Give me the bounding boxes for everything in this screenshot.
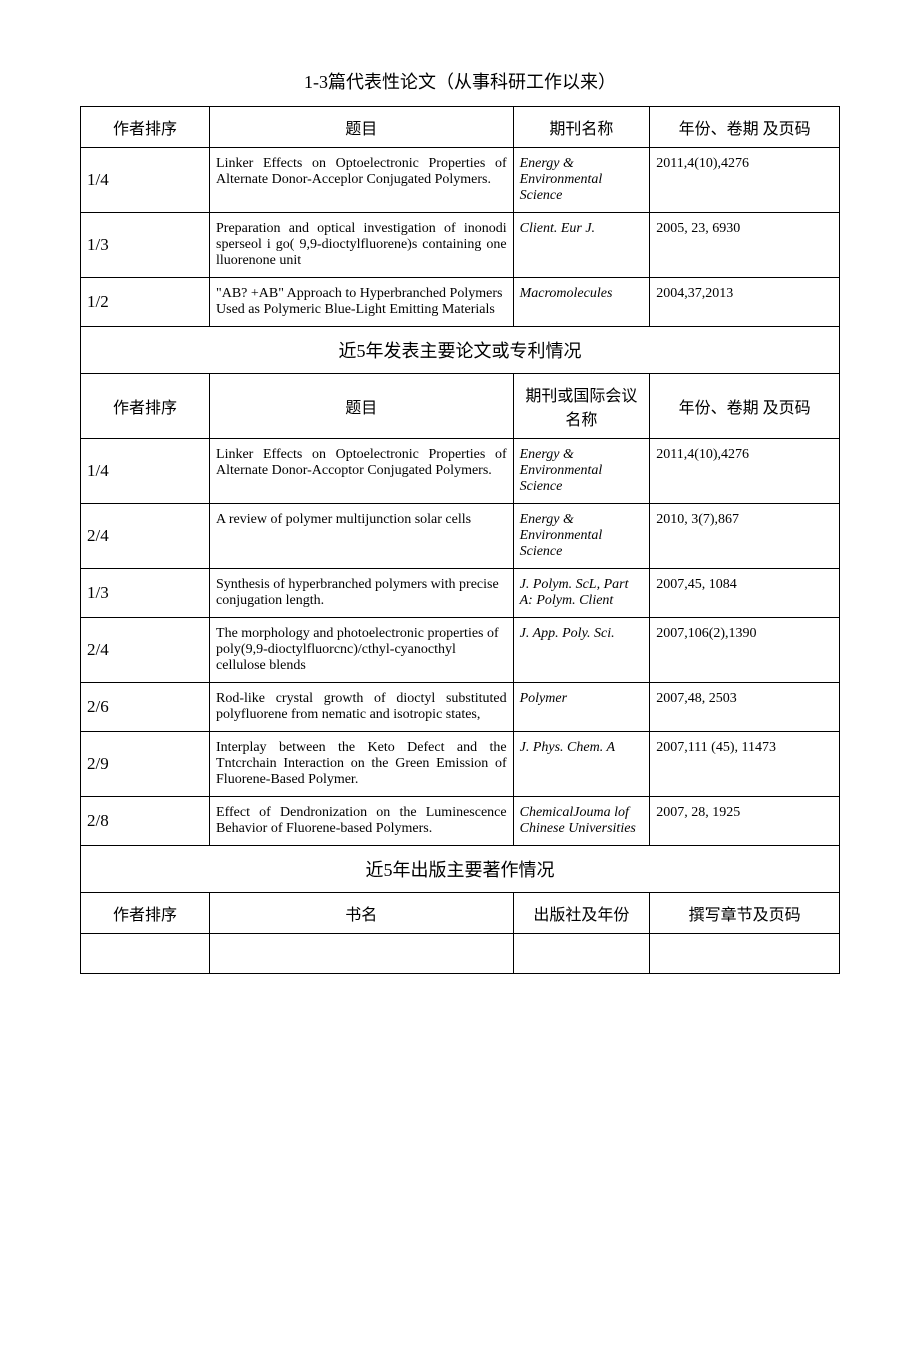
cell-title: Effect of Dendronization on the Luminesc… <box>210 797 514 846</box>
cell-order: 1/4 <box>81 148 210 213</box>
cell-year: 2011,4(10),4276 <box>650 148 840 213</box>
section3-title: 近5年出版主要著作情况 <box>81 846 840 893</box>
table-row: 2/9 Interplay between the Keto Defect an… <box>81 732 840 797</box>
cell-title: "AB? +AB" Approach to Hyperbranched Poly… <box>210 278 514 327</box>
section1-title: 1-3篇代表性论文（从事科研工作以来） <box>80 68 840 94</box>
header-journal: 期刊名称 <box>513 107 650 148</box>
header-order: 作者排序 <box>81 374 210 439</box>
empty-row <box>81 934 840 974</box>
header-title: 题目 <box>210 374 514 439</box>
cell-pages <box>650 934 840 974</box>
table-row: 1/4 Linker Effects on Optoelectronic Pro… <box>81 439 840 504</box>
cell-publisher <box>513 934 650 974</box>
cell-title: Interplay between the Keto Defect and th… <box>210 732 514 797</box>
table-row: 2/8 Effect of Dendronization on the Lumi… <box>81 797 840 846</box>
header-order: 作者排序 <box>81 893 210 934</box>
cell-year: 2011,4(10),4276 <box>650 439 840 504</box>
cell-order: 2/4 <box>81 504 210 569</box>
section2-title-row: 近5年发表主要论文或专利情况 <box>81 327 840 374</box>
table-row: 2/4 A review of polymer multijunction so… <box>81 504 840 569</box>
cell-year: 2007,106(2),1390 <box>650 618 840 683</box>
cell-journal: Macromolecules <box>513 278 650 327</box>
cell-journal: ChemicalJouma lof Chinese Universities <box>513 797 650 846</box>
header-publisher: 出版社及年份 <box>513 893 650 934</box>
cell-year: 2005, 23, 6930 <box>650 213 840 278</box>
header-journal: 期刊或国际会议名称 <box>513 374 650 439</box>
header-year: 年份、卷期 及页码 <box>650 107 840 148</box>
cell-year: 2007, 28, 1925 <box>650 797 840 846</box>
cell-year: 2010, 3(7),867 <box>650 504 840 569</box>
cell-year: 2004,37,2013 <box>650 278 840 327</box>
cell-journal: Energy & Environmental Science <box>513 148 650 213</box>
cell-order: 1/3 <box>81 213 210 278</box>
cell-title: Linker Effects on Optoelectronic Propert… <box>210 439 514 504</box>
table-row: 2/4 The morphology and photoelectronic p… <box>81 618 840 683</box>
cell-order <box>81 934 210 974</box>
cell-year: 2007,111 (45), 11473 <box>650 732 840 797</box>
cell-journal: Energy & Environmental Science <box>513 439 650 504</box>
cell-order: 1/2 <box>81 278 210 327</box>
section3-header-row: 作者排序 书名 出版社及年份 撰写章节及页码 <box>81 893 840 934</box>
header-order: 作者排序 <box>81 107 210 148</box>
section2-title: 近5年发表主要论文或专利情况 <box>81 327 840 374</box>
cell-order: 2/6 <box>81 683 210 732</box>
cell-order: 1/4 <box>81 439 210 504</box>
header-title: 书名 <box>210 893 514 934</box>
cell-journal: J. App. Poly. Sci. <box>513 618 650 683</box>
cell-title: Preparation and optical investigation of… <box>210 213 514 278</box>
cell-title: Linker Effects on Optoelectronic Propert… <box>210 148 514 213</box>
cell-journal: Energy & Environmental Science <box>513 504 650 569</box>
cell-journal: Client. Eur J. <box>513 213 650 278</box>
section3-title-row: 近5年出版主要著作情况 <box>81 846 840 893</box>
cell-order: 2/8 <box>81 797 210 846</box>
cell-title: Rod-like crystal growth of dioctyl subst… <box>210 683 514 732</box>
cell-year: 2007,48, 2503 <box>650 683 840 732</box>
table-row: 1/4 Linker Effects on Optoelectronic Pro… <box>81 148 840 213</box>
header-year: 年份、卷期 及页码 <box>650 374 840 439</box>
cell-journal: Polymer <box>513 683 650 732</box>
table-row: 2/6 Rod-like crystal growth of dioctyl s… <box>81 683 840 732</box>
cell-order: 2/9 <box>81 732 210 797</box>
cell-title: Synthesis of hyperbranched polymers with… <box>210 569 514 618</box>
cell-order: 1/3 <box>81 569 210 618</box>
table-row: 1/2 "AB? +AB" Approach to Hyperbranched … <box>81 278 840 327</box>
section2-header-row: 作者排序 题目 期刊或国际会议名称 年份、卷期 及页码 <box>81 374 840 439</box>
cell-year: 2007,45, 1084 <box>650 569 840 618</box>
section1-header-row: 作者排序 题目 期刊名称 年份、卷期 及页码 <box>81 107 840 148</box>
cell-title <box>210 934 514 974</box>
cell-title: The morphology and photoelectronic prope… <box>210 618 514 683</box>
cell-journal: J. Polym. ScL, Part A: Polym. Client <box>513 569 650 618</box>
cell-journal: J. Phys. Chem. A <box>513 732 650 797</box>
table-row: 1/3 Synthesis of hyperbranched polymers … <box>81 569 840 618</box>
cell-order: 2/4 <box>81 618 210 683</box>
main-table: 作者排序 题目 期刊名称 年份、卷期 及页码 1/4 Linker Effect… <box>80 106 840 974</box>
header-pages: 撰写章节及页码 <box>650 893 840 934</box>
cell-title: A review of polymer multijunction solar … <box>210 504 514 569</box>
table-row: 1/3 Preparation and optical investigatio… <box>81 213 840 278</box>
header-title: 题目 <box>210 107 514 148</box>
